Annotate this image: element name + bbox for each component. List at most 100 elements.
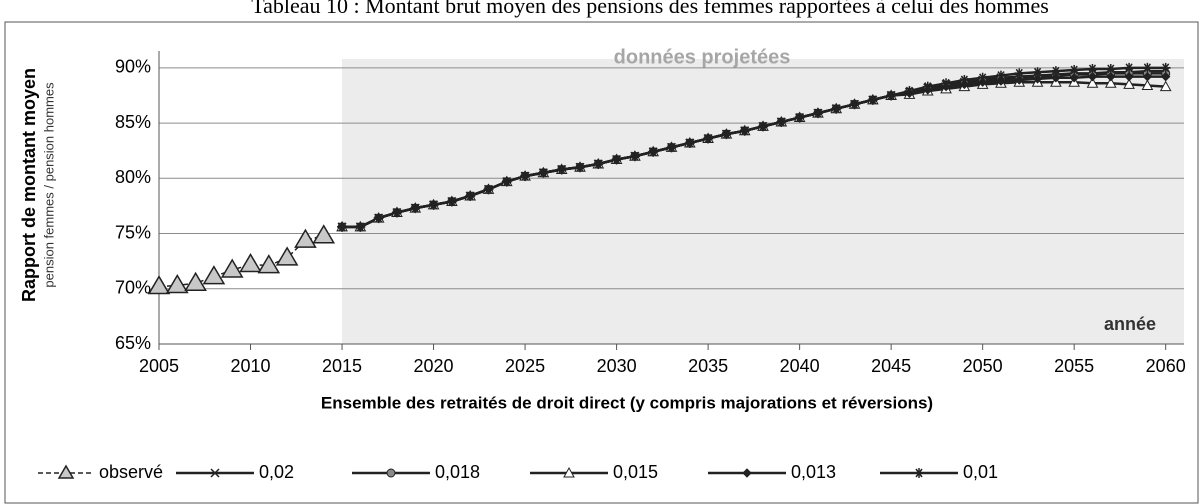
legend-marker (914, 468, 924, 478)
point-marker (1087, 63, 1098, 74)
point-marker (739, 125, 750, 136)
point-marker (1124, 71, 1134, 82)
y-tick-label: 85% (115, 112, 151, 132)
point-marker (703, 133, 714, 144)
legend-item: 0,013 (708, 462, 836, 482)
point-marker (147, 275, 171, 295)
point-marker (959, 74, 970, 85)
point-marker (1087, 71, 1098, 82)
point-marker (831, 103, 842, 114)
point-marker (1032, 74, 1043, 84)
projection-label: données projetées (614, 46, 791, 68)
y-tick-label: 70% (115, 278, 151, 298)
point-marker (666, 142, 677, 153)
x-tick-label: 2050 (963, 356, 1003, 376)
point-marker (275, 246, 299, 266)
point-marker (794, 112, 805, 123)
point-marker (611, 154, 622, 165)
x-tick-label: 2030 (597, 356, 637, 376)
point-marker (337, 221, 348, 232)
point-marker (1104, 77, 1117, 88)
x-tick-label: 2010 (230, 356, 270, 376)
y-axis-title: Rapport de montant moyen (19, 68, 39, 302)
point-marker (574, 162, 585, 173)
point-marker (1105, 63, 1116, 74)
projection-zone (342, 59, 1184, 344)
point-marker (593, 158, 604, 169)
point-marker (538, 167, 549, 178)
legend-label: 0,02 (259, 462, 294, 482)
point-marker (294, 228, 317, 248)
point-marker (446, 196, 457, 207)
x-tick-label: 2025 (505, 356, 545, 376)
x-tick-label: 2035 (688, 356, 728, 376)
legend-marker (563, 466, 575, 478)
point-marker (1141, 79, 1154, 91)
point-marker (355, 221, 366, 232)
point-marker (1069, 65, 1080, 76)
series-line (158, 235, 324, 288)
point-marker (220, 258, 244, 278)
point-marker (995, 70, 1006, 81)
chart-title: Tableau 10 : Montant brut moyen des pens… (251, 0, 1049, 18)
legend-marker (742, 468, 752, 478)
point-marker (721, 129, 732, 140)
point-marker (977, 72, 988, 83)
point-marker (1014, 75, 1024, 85)
point-marker (465, 190, 476, 201)
legend-label: 0,013 (791, 462, 836, 482)
legend-item: 0,015 (530, 462, 658, 482)
legend-label: 0,01 (963, 462, 998, 482)
x-tick-label: 2015 (322, 356, 362, 376)
point-marker (648, 146, 659, 157)
legend-item: observé (38, 462, 163, 482)
point-marker (373, 213, 384, 224)
point-marker (312, 224, 336, 244)
point-marker (1160, 71, 1171, 82)
legend-label: observé (99, 462, 163, 482)
point-marker (849, 99, 860, 110)
x-tick-label: 2060 (1146, 356, 1186, 376)
legend-label: 0,018 (435, 462, 480, 482)
point-marker (812, 108, 823, 119)
point-marker (629, 151, 640, 162)
y-tick-label: 80% (115, 167, 151, 187)
point-marker (410, 203, 421, 214)
point-marker (483, 184, 494, 195)
point-marker (1160, 62, 1171, 73)
point-marker (1123, 78, 1135, 89)
x-tick-label: 2005 (139, 356, 179, 376)
point-marker (501, 176, 512, 187)
point-marker (1032, 67, 1043, 78)
corner-label: année (1104, 314, 1156, 334)
point-marker (941, 78, 952, 89)
y-tick-label: 90% (115, 57, 151, 77)
point-marker (1106, 71, 1116, 82)
x-tick-label: 2020 (414, 356, 454, 376)
x-tick-label: 2040 (780, 356, 820, 376)
point-marker (520, 171, 531, 182)
legend-marker (210, 468, 220, 478)
point-marker (1142, 62, 1153, 73)
point-marker (1124, 62, 1135, 73)
point-marker (904, 86, 915, 97)
legend-item: 0,018 (352, 462, 480, 482)
point-marker (391, 207, 402, 218)
x-axis-title: Ensemble des retraités de droit direct (… (321, 393, 933, 412)
legend-item: 0,02 (176, 462, 294, 482)
point-marker (1050, 66, 1061, 77)
point-marker (867, 94, 878, 105)
point-marker (922, 81, 933, 92)
legend-marker (386, 468, 396, 478)
legend-item: 0,01 (880, 462, 998, 482)
point-marker (428, 199, 439, 210)
point-marker (1069, 73, 1079, 83)
point-marker (776, 116, 787, 127)
series-line (342, 66, 1166, 229)
point-marker (257, 254, 281, 274)
point-marker (165, 273, 189, 294)
legend-label: 0,015 (613, 462, 658, 482)
point-marker (1014, 68, 1025, 79)
point-marker (239, 252, 262, 273)
